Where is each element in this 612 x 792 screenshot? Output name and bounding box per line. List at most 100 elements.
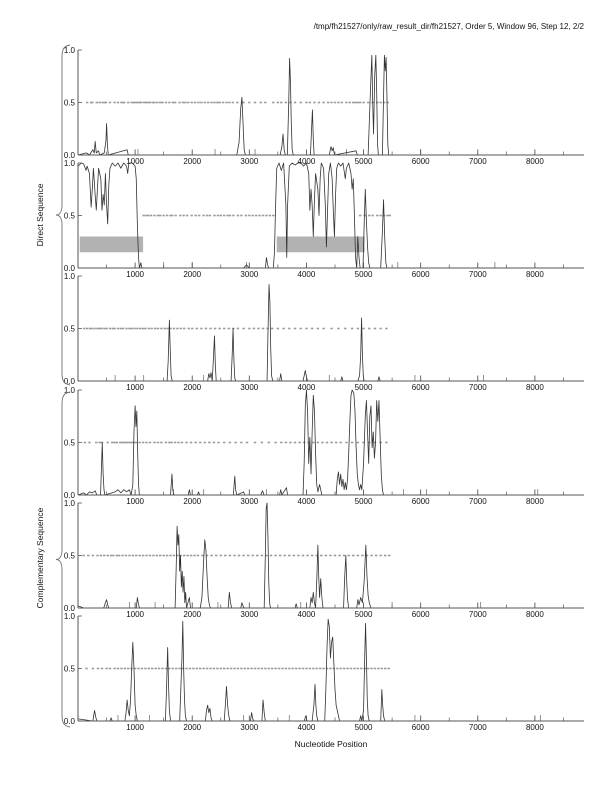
mid-mark [272,101,275,104]
mid-mark [120,667,123,670]
x-tick-label: 8000 [526,157,544,166]
mid-mark [240,667,243,670]
mid-mark [229,667,233,670]
mid-mark [305,327,308,330]
mid-mark [322,667,325,670]
x-tick-label: 5000 [355,270,373,279]
mid-mark [379,214,382,217]
mid-mark [169,554,172,557]
mid-mark [280,101,283,104]
mid-mark [345,101,348,104]
mid-mark [232,214,235,217]
mid-mark [240,214,243,217]
mid-mark [116,101,120,104]
mid-mark [333,554,337,557]
x-tick-label: 7000 [469,157,487,166]
mid-mark [356,554,360,557]
mid-mark [210,554,213,557]
x-tick-label: 3000 [240,610,258,619]
mid-mark [194,441,197,444]
mid-mark [184,101,187,104]
mid-mark [187,327,190,330]
mid-mark [288,667,291,670]
mid-mark [115,441,119,444]
mid-mark [189,554,193,557]
mid-mark [274,441,277,444]
mid-mark [248,327,251,330]
mid-mark [119,327,123,330]
mid-mark [96,667,100,670]
y-tick-label: 0.0 [64,151,76,160]
mid-mark [133,667,137,670]
mid-mark [98,327,101,330]
mid-mark [183,554,186,557]
mid-mark [360,667,363,670]
mid-mark [140,667,144,670]
mid-mark [223,327,226,330]
mid-mark [128,554,131,557]
panel-2: 0.0 0.5 1.0 1000 2000 3000 4000 5000 6000 7000 800… [64,159,584,279]
mid-mark [176,327,179,330]
mid-mark [123,441,127,444]
y-tick-label: 1.0 [64,499,76,508]
mid-mark [366,101,370,104]
mid-mark [258,214,261,217]
mid-mark [123,667,127,670]
mid-mark [223,667,226,670]
mid-mark [365,554,369,557]
mid-mark [147,214,150,217]
mid-mark [277,667,281,670]
mid-mark [200,101,203,104]
mid-mark [305,101,308,104]
mid-mark [135,441,138,444]
mid-mark [191,327,194,330]
panel-1: 0.0 0.5 1.0 1000 2000 3000 4000 5000 6000 7000 800… [64,46,584,166]
mid-mark [370,667,373,670]
mid-mark [156,214,160,217]
mid-mark [182,214,185,217]
y-tick-label: 0.5 [64,324,76,333]
mid-mark [105,327,108,330]
mid-mark [159,214,162,217]
y-tick-label: 0.0 [64,717,76,726]
mid-mark [172,554,176,557]
mid-mark [128,441,131,444]
mid-mark [141,327,145,330]
mid-mark [205,214,209,217]
mid-mark [330,327,333,330]
panel-4: 0.0 0.5 1.0 1000 2000 3000 4000 5000 6000 7000 800… [64,386,584,506]
mid-mark [386,101,389,104]
mid-mark [282,327,285,330]
mid-mark [216,101,219,104]
mid-mark [240,441,243,444]
mid-mark [268,214,272,217]
mid-mark [368,214,371,217]
mid-mark [288,327,291,330]
mid-mark [213,101,216,104]
mid-mark [151,101,155,104]
x-tick-label: 6000 [412,497,430,506]
mid-mark [199,441,202,444]
y-tick-label: 1.0 [64,272,76,281]
probability-curve [77,389,584,496]
mid-mark [352,554,355,557]
mid-mark [267,667,270,670]
x-tick-label: 3000 [240,270,258,279]
mid-mark [329,667,332,670]
mid-mark [289,101,292,104]
x-tick-label: 2000 [183,610,201,619]
mid-mark [178,101,181,104]
mid-mark [259,101,262,104]
mid-mark [219,214,222,217]
x-tick-label: 2000 [183,723,201,732]
mid-mark [168,101,171,104]
mid-mark [373,327,377,330]
mid-mark [370,554,373,557]
mid-mark [284,441,288,444]
mid-mark [147,101,150,104]
mid-mark [156,327,160,330]
mid-mark [253,441,257,444]
mid-mark [212,441,216,444]
mid-mark [297,554,300,557]
